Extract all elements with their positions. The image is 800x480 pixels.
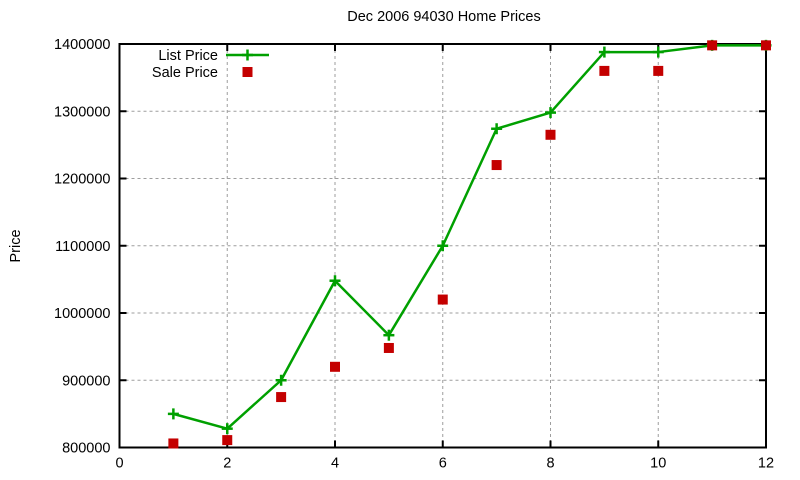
x-tick-label: 2 bbox=[223, 456, 231, 472]
series-sale-price bbox=[168, 40, 771, 449]
x-tick-label: 6 bbox=[439, 456, 447, 472]
legend-label: List Price bbox=[158, 48, 218, 64]
y-tick-label: 800000 bbox=[62, 441, 110, 457]
data-series bbox=[167, 39, 772, 449]
y-tick-labels: 800000 900000 1000000 1100000 1200000 1300000… bbox=[54, 37, 110, 457]
series-list-price bbox=[167, 39, 772, 435]
y-tick-label: 1300000 bbox=[54, 104, 110, 120]
x-tick-label: 0 bbox=[115, 456, 123, 472]
chart-title: Dec 2006 94030 Home Prices bbox=[347, 9, 540, 25]
x-tick-label: 10 bbox=[650, 456, 666, 472]
x-tick-label: 4 bbox=[331, 456, 339, 472]
legend-label: Sale Price bbox=[152, 65, 218, 81]
x-tick-label: 8 bbox=[546, 456, 554, 472]
axis-ticks bbox=[118, 43, 767, 449]
y-tick-label: 1200000 bbox=[54, 172, 110, 188]
x-tick-labels: 0 2 4 6 8 10 12 bbox=[115, 456, 774, 472]
x-tick-label: 12 bbox=[758, 456, 774, 472]
y-tick-label: 900000 bbox=[62, 373, 110, 389]
y-tick-label: 1400000 bbox=[54, 37, 110, 53]
y-axis-title: Price bbox=[8, 229, 24, 262]
y-tick-label: 1000000 bbox=[54, 306, 110, 322]
y-tick-label: 1100000 bbox=[55, 239, 110, 255]
